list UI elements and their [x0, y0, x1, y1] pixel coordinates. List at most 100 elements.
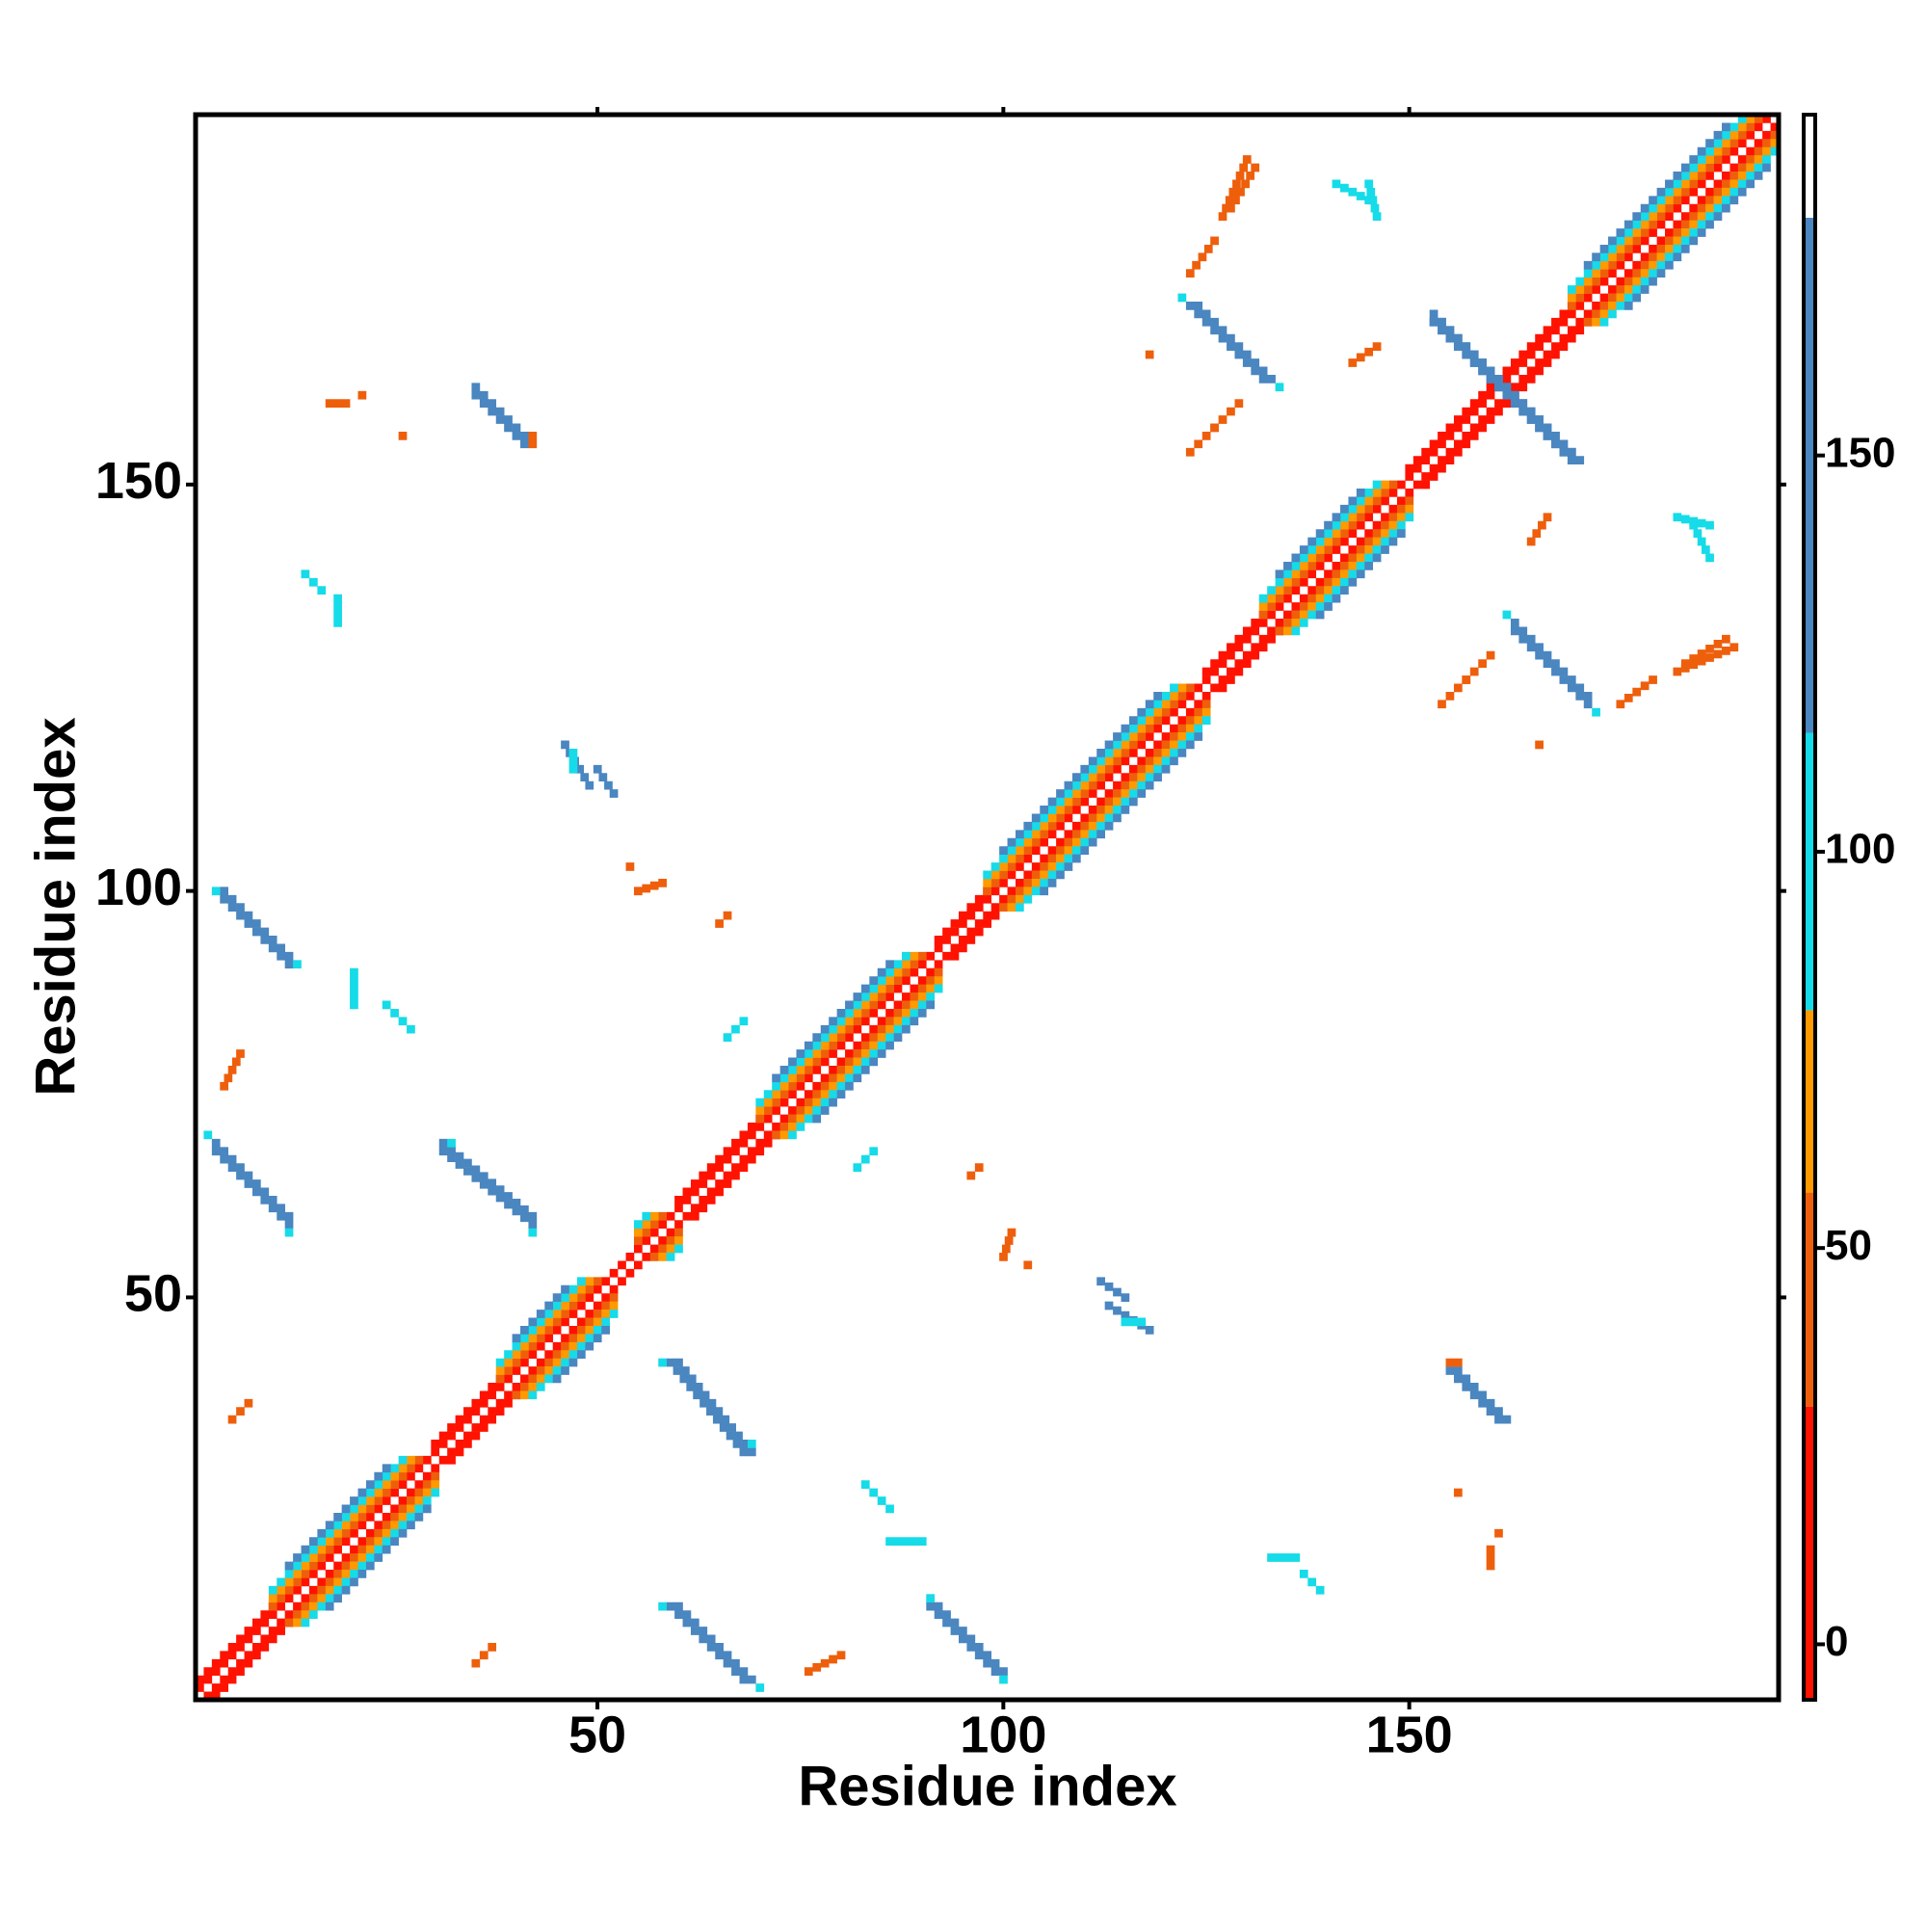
colorbar-band	[1804, 1192, 1815, 1407]
contact-cells	[568, 749, 578, 774]
contact-cells	[398, 432, 408, 440]
contact-cells	[350, 967, 358, 1010]
contact-cells	[512, 1284, 569, 1343]
contact-cells	[723, 1017, 749, 1042]
contact-cells	[325, 1504, 432, 1611]
y-tick-label: 150	[95, 452, 182, 510]
contact-cells	[1218, 626, 1284, 693]
contact-cells	[196, 1601, 277, 1684]
contact-cells	[211, 887, 221, 896]
colorbar-band	[1804, 115, 1815, 218]
y-tick-label: 100	[95, 859, 182, 916]
contact-cells	[1421, 317, 1593, 490]
contact-cells	[633, 1211, 651, 1230]
contact-cells	[268, 1455, 408, 1595]
contact-cells	[227, 1398, 253, 1424]
contact-cells	[268, 1455, 424, 1611]
y-axis-label: Residue index	[24, 717, 87, 1096]
contact-cells	[999, 1675, 1008, 1684]
contact-cells	[1275, 383, 1284, 392]
contact-cells	[1616, 675, 1657, 709]
contact-cells	[528, 1228, 538, 1237]
contact-cells	[438, 1138, 538, 1221]
contact-cells	[788, 984, 943, 1140]
contact-cells	[471, 390, 529, 449]
colorbar-band	[1804, 732, 1815, 1011]
contact-cells	[772, 967, 943, 1140]
contact-cells	[333, 594, 342, 627]
contact-cells	[593, 764, 619, 798]
contact-cells	[658, 1601, 667, 1611]
contact-cells	[220, 894, 294, 969]
contact-cells	[1348, 342, 1382, 367]
contact-cells	[999, 691, 1162, 855]
contact-cells	[552, 1325, 611, 1384]
contact-cells	[1486, 1545, 1495, 1571]
contact-cells	[934, 887, 992, 944]
contact-cells	[1535, 740, 1544, 750]
contact-cells	[1567, 115, 1755, 303]
colorbar-tick-label: 0	[1825, 1618, 1848, 1665]
contact-cells	[999, 1228, 1016, 1261]
contact-cells	[447, 1138, 456, 1148]
contact-cells	[674, 1601, 756, 1684]
contact-cells	[1121, 1317, 1147, 1327]
contact-cells	[926, 1601, 1000, 1676]
contact-cells	[666, 1244, 683, 1261]
contact-cells	[950, 903, 1008, 961]
contact-cells	[1445, 1358, 1463, 1367]
contact-cells	[1453, 1488, 1463, 1497]
contact-cells	[860, 1480, 894, 1514]
contact-cells	[658, 1236, 683, 1261]
contact-cells	[211, 1618, 294, 1701]
contact-cells	[1040, 732, 1203, 896]
contact-cells	[528, 1310, 619, 1400]
contact-cells	[633, 878, 667, 896]
contact-cells	[357, 390, 367, 400]
colorbar-tick-label: 100	[1825, 826, 1895, 873]
contact-cells	[1258, 480, 1398, 620]
contact-cells	[812, 1000, 936, 1124]
contact-cells	[438, 1147, 538, 1230]
contact-cells	[1007, 707, 1211, 913]
contact-cells	[284, 1471, 440, 1628]
contact-cells	[690, 1130, 780, 1221]
contact-cells	[1494, 1528, 1503, 1538]
contact-cells	[512, 1293, 619, 1400]
contact-cells	[747, 1440, 756, 1448]
contact-cells	[1275, 489, 1365, 579]
contact-cells	[211, 1138, 294, 1221]
contact-cells	[495, 1277, 602, 1384]
contact-cells	[1502, 610, 1512, 620]
contact-cells	[1258, 480, 1382, 603]
contact-cells	[1680, 634, 1730, 668]
contact-cells	[1332, 179, 1374, 205]
x-axis-label: Residue index	[798, 1755, 1176, 1817]
contact-cells	[1405, 302, 1576, 473]
colorbar-band	[1804, 1406, 1815, 1700]
colorbar-band	[1804, 1010, 1815, 1193]
contact-cells	[284, 1228, 294, 1237]
contact-cells	[1429, 309, 1576, 457]
contact-cells	[301, 1488, 440, 1628]
y-tick-label: 50	[124, 1265, 182, 1323]
contact-cells	[1592, 707, 1600, 717]
contact-cells	[471, 1642, 497, 1668]
contact-cells	[658, 1358, 667, 1367]
contact-cells	[1185, 236, 1219, 278]
x-tick-label: 150	[1366, 1706, 1453, 1763]
colorbar-tick-label: 150	[1825, 429, 1895, 476]
contact-cells	[1315, 529, 1406, 620]
contact-cells	[666, 1358, 749, 1457]
contact-cells	[220, 887, 294, 961]
contact-cells	[1445, 1366, 1503, 1424]
contact-cells	[674, 1358, 756, 1457]
contact-cells	[755, 951, 927, 1124]
contact-cells	[293, 960, 302, 969]
contact-cells	[1023, 1260, 1033, 1270]
contact-cells	[1275, 496, 1414, 636]
contact-cells	[633, 1211, 659, 1237]
contact-cells	[220, 1049, 245, 1091]
contact-cells	[1453, 1366, 1512, 1424]
